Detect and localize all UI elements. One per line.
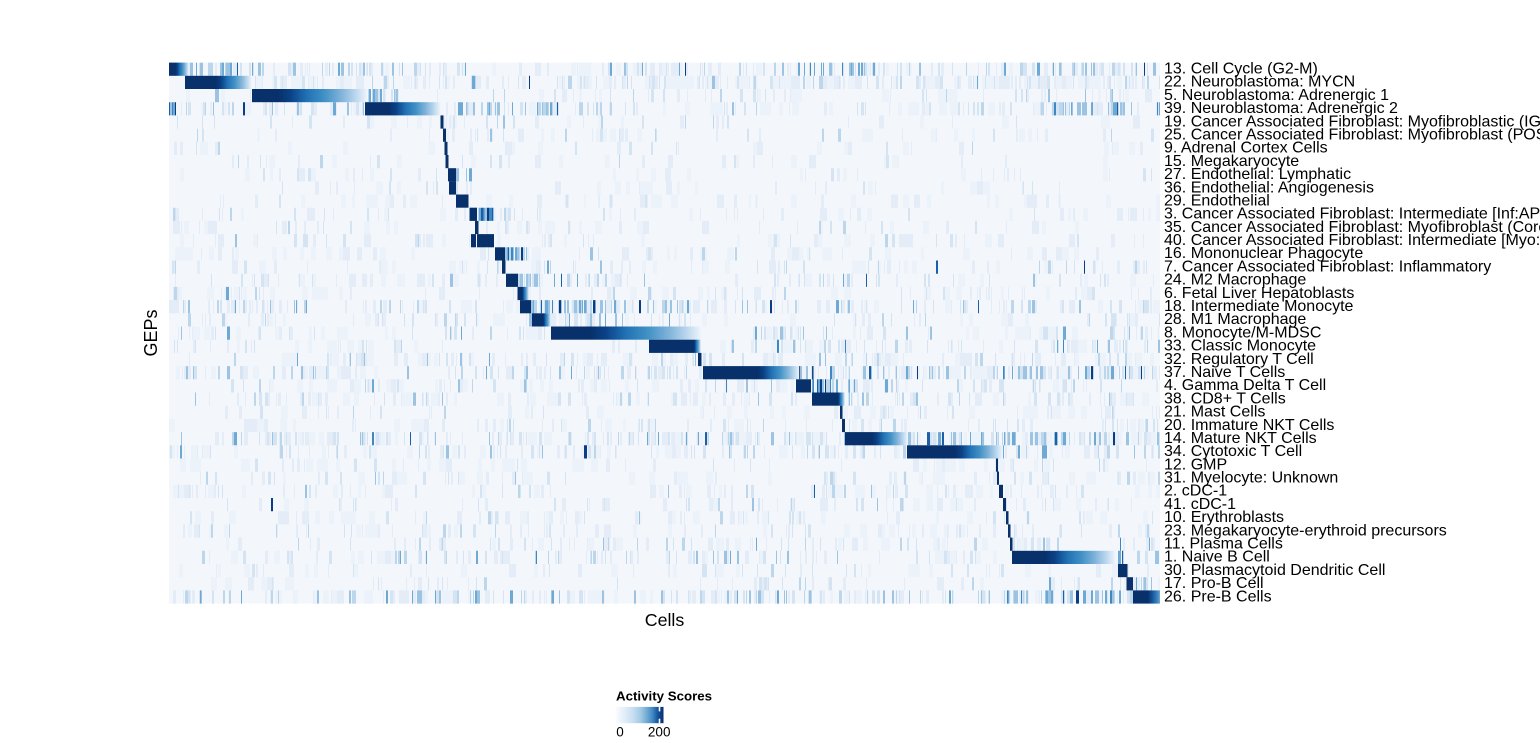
svg-text:27. Endothelial: Lymphatic: 27. Endothelial: Lymphatic (1164, 166, 1351, 183)
svg-text:1. Naive B Cell: 1. Naive B Cell (1164, 549, 1270, 566)
svg-text:40. Cancer Associated Fibrobla: 40. Cancer Associated Fibroblast: Interm… (1164, 232, 1540, 249)
svg-text:31. Myelocyte: Unknown: 31. Myelocyte: Unknown (1164, 470, 1338, 487)
svg-text:3. Cancer Associated Fibroblas: 3. Cancer Associated Fibroblast: Interme… (1164, 206, 1540, 223)
svg-text:21. Mast Cells: 21. Mast Cells (1164, 404, 1265, 421)
svg-text:32. Regulatory T Cell: 32. Regulatory T Cell (1164, 351, 1314, 368)
svg-text:6. Fetal Liver Hepatoblasts: 6. Fetal Liver Hepatoblasts (1164, 285, 1354, 302)
svg-text:15. Megakaryocyte: 15. Megakaryocyte (1164, 153, 1299, 170)
svg-text:7. Cancer Associated Fibroblas: 7. Cancer Associated Fibroblast: Inflamm… (1164, 258, 1491, 275)
svg-text:200: 200 (648, 725, 671, 740)
svg-text:37. Naive T Cells: 37. Naive T Cells (1164, 364, 1285, 381)
svg-text:0: 0 (616, 725, 624, 740)
svg-text:5. Neuroblastoma: Adrenergic 1: 5. Neuroblastoma: Adrenergic 1 (1164, 87, 1389, 104)
svg-text:14. Mature NKT Cells: 14. Mature NKT Cells (1164, 430, 1317, 447)
svg-text:13. Cell Cycle (G2-M): 13. Cell Cycle (G2-M) (1164, 61, 1318, 78)
svg-text:34. Cytotoxic T Cell: 34. Cytotoxic T Cell (1164, 443, 1302, 460)
svg-text:18. Intermediate Monocyte: 18. Intermediate Monocyte (1164, 298, 1354, 315)
svg-text:17. Pro-B Cell: 17. Pro-B Cell (1164, 575, 1264, 592)
svg-text:36. Endothelial: Angiogenesis: 36. Endothelial: Angiogenesis (1164, 179, 1374, 196)
svg-text:12. GMP: 12. GMP (1164, 456, 1227, 473)
svg-text:28. M1 Macrophage: 28. M1 Macrophage (1164, 311, 1306, 328)
svg-text:39. Neuroblastoma: Adrenergic: 39. Neuroblastoma: Adrenergic 2 (1164, 100, 1398, 117)
svg-text:23. Megakaryocyte-erythroid pr: 23. Megakaryocyte-erythroid precursors (1164, 522, 1447, 539)
svg-text:38. CD8+ T Cells: 38. CD8+ T Cells (1164, 390, 1286, 407)
svg-text:35. Cancer Associated Fibrobla: 35. Cancer Associated Fibroblast: Myofib… (1164, 219, 1540, 236)
svg-text:29. Endothelial: 29. Endothelial (1164, 192, 1270, 209)
svg-text:2. cDC-1: 2. cDC-1 (1164, 483, 1227, 500)
svg-text:19. Cancer Associated Fibrobla: 19. Cancer Associated Fibroblast: Myofib… (1164, 113, 1540, 130)
svg-text:24. M2 Macrophage: 24. M2 Macrophage (1164, 272, 1306, 289)
svg-text:33. Classic Monocyte: 33. Classic Monocyte (1164, 338, 1316, 355)
svg-text:22. Neuroblastoma: MYCN: 22. Neuroblastoma: MYCN (1164, 74, 1355, 91)
svg-text:GEPs: GEPs (141, 309, 161, 356)
svg-text:4. Gamma Delta T Cell: 4. Gamma Delta T Cell (1164, 377, 1326, 394)
svg-text:9. Adrenal Cortex Cells: 9. Adrenal Cortex Cells (1164, 140, 1328, 157)
svg-text:Activity Scores: Activity Scores (616, 689, 712, 704)
svg-text:16. Mononuclear Phagocyte: 16. Mononuclear Phagocyte (1164, 245, 1363, 262)
svg-text:8. Monocyte/M-MDSC: 8. Monocyte/M-MDSC (1164, 324, 1321, 341)
svg-text:26. Pre-B Cells: 26. Pre-B Cells (1164, 588, 1272, 605)
svg-text:20. Immature NKT Cells: 20. Immature NKT Cells (1164, 417, 1334, 434)
svg-text:10. Erythroblasts: 10. Erythroblasts (1164, 509, 1284, 526)
svg-text:25. Cancer Associated Fibrobla: 25. Cancer Associated Fibroblast: Myofib… (1164, 127, 1540, 144)
svg-text:Cells: Cells (645, 610, 685, 630)
svg-text:11. Plasma Cells: 11. Plasma Cells (1164, 536, 1283, 553)
svg-text:30. Plasmacytoid Dendritic Cel: 30. Plasmacytoid Dendritic Cell (1164, 562, 1385, 579)
svg-text:41. cDC-1: 41. cDC-1 (1164, 496, 1236, 513)
